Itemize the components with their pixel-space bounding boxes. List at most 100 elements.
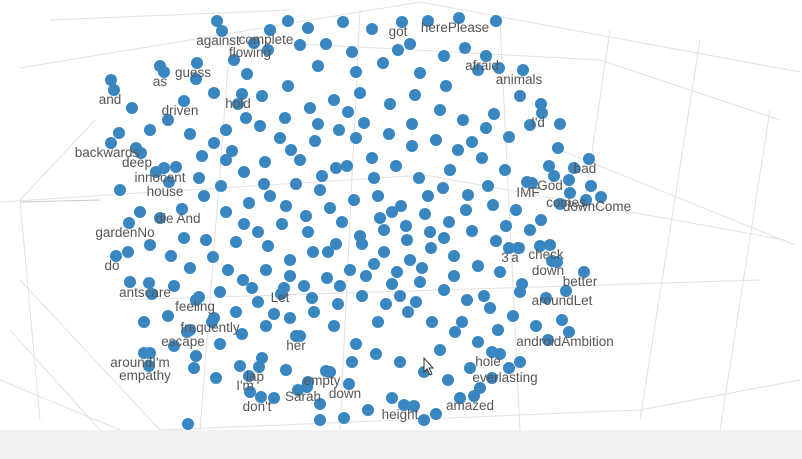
data-point[interactable]: [394, 290, 406, 302]
data-point[interactable]: [366, 23, 378, 35]
data-point[interactable]: [282, 15, 294, 27]
data-point[interactable]: [514, 90, 526, 102]
data-point[interactable]: [138, 316, 150, 328]
data-point[interactable]: [294, 39, 306, 51]
data-point[interactable]: [258, 178, 270, 190]
data-point[interactable]: [424, 226, 436, 238]
data-point[interactable]: [409, 89, 421, 101]
data-point[interactable]: [294, 154, 306, 166]
data-point[interactable]: [215, 180, 227, 192]
data-point[interactable]: [448, 270, 460, 282]
data-point[interactable]: [400, 220, 412, 232]
data-point[interactable]: [487, 199, 499, 211]
data-point[interactable]: [307, 246, 319, 258]
data-point[interactable]: [434, 104, 446, 116]
data-point[interactable]: [430, 408, 442, 420]
data-point[interactable]: [165, 250, 177, 262]
data-point[interactable]: [113, 127, 125, 139]
data-point[interactable]: [514, 286, 526, 298]
data-point[interactable]: [144, 239, 156, 251]
data-point[interactable]: [585, 180, 597, 192]
data-point[interactable]: [438, 50, 450, 62]
data-point[interactable]: [459, 42, 471, 54]
data-point[interactable]: [328, 320, 340, 332]
data-point[interactable]: [437, 182, 449, 194]
data-point[interactable]: [280, 200, 292, 212]
data-point[interactable]: [484, 302, 496, 314]
data-point[interactable]: [530, 320, 542, 332]
data-point[interactable]: [391, 266, 403, 278]
data-point[interactable]: [482, 180, 494, 192]
data-point[interactable]: [449, 326, 461, 338]
data-point[interactable]: [552, 142, 564, 154]
data-point[interactable]: [413, 172, 425, 184]
data-point[interactable]: [308, 306, 320, 318]
data-point[interactable]: [460, 204, 472, 216]
data-point[interactable]: [237, 274, 249, 286]
data-point[interactable]: [414, 276, 426, 288]
data-point[interactable]: [240, 112, 252, 124]
data-point[interactable]: [178, 232, 190, 244]
data-point[interactable]: [554, 118, 566, 130]
data-point[interactable]: [330, 162, 342, 174]
data-point[interactable]: [368, 258, 380, 270]
data-point[interactable]: [490, 15, 502, 27]
data-point[interactable]: [356, 290, 368, 302]
data-point[interactable]: [390, 160, 402, 172]
data-point[interactable]: [268, 308, 280, 320]
data-point[interactable]: [444, 164, 456, 176]
data-point[interactable]: [404, 38, 416, 50]
data-point[interactable]: [372, 190, 384, 202]
data-point[interactable]: [304, 102, 316, 114]
data-point[interactable]: [514, 356, 526, 368]
data-point[interactable]: [392, 44, 404, 56]
data-point[interactable]: [341, 160, 353, 172]
data-point[interactable]: [448, 250, 460, 262]
data-point[interactable]: [524, 224, 536, 236]
data-point[interactable]: [274, 132, 286, 144]
data-point[interactable]: [372, 316, 384, 328]
data-point[interactable]: [456, 316, 468, 328]
data-point[interactable]: [162, 310, 174, 322]
data-point[interactable]: [200, 234, 212, 246]
data-point[interactable]: [425, 242, 437, 254]
data-point[interactable]: [401, 234, 413, 246]
data-point[interactable]: [380, 298, 392, 310]
data-point[interactable]: [480, 122, 492, 134]
data-point[interactable]: [494, 266, 506, 278]
data-point[interactable]: [366, 152, 378, 164]
data-point[interactable]: [284, 312, 296, 324]
data-point[interactable]: [414, 67, 426, 79]
data-point[interactable]: [279, 112, 291, 124]
data-point[interactable]: [312, 118, 324, 130]
data-point[interactable]: [358, 117, 370, 129]
data-point[interactable]: [472, 260, 484, 272]
data-point[interactable]: [434, 344, 446, 356]
data-point[interactable]: [350, 338, 362, 350]
data-point[interactable]: [362, 404, 374, 416]
data-point[interactable]: [254, 120, 266, 132]
data-point[interactable]: [126, 102, 138, 114]
data-point[interactable]: [182, 418, 194, 430]
data-point[interactable]: [285, 144, 297, 156]
data-point[interactable]: [134, 206, 146, 218]
data-point[interactable]: [184, 262, 196, 274]
data-point[interactable]: [346, 356, 358, 368]
data-point[interactable]: [535, 214, 547, 226]
data-point[interactable]: [406, 140, 418, 152]
data-point[interactable]: [336, 216, 348, 228]
data-point[interactable]: [262, 240, 274, 252]
data-point[interactable]: [510, 204, 522, 216]
data-point[interactable]: [338, 412, 350, 424]
data-point[interactable]: [386, 392, 398, 404]
data-point[interactable]: [230, 306, 242, 318]
data-point[interactable]: [302, 22, 314, 34]
data-point[interactable]: [282, 80, 294, 92]
data-point[interactable]: [462, 189, 474, 201]
data-point[interactable]: [198, 190, 210, 202]
data-point[interactable]: [144, 124, 156, 136]
data-point[interactable]: [280, 364, 292, 376]
data-point[interactable]: [333, 124, 345, 136]
data-point[interactable]: [492, 324, 504, 336]
